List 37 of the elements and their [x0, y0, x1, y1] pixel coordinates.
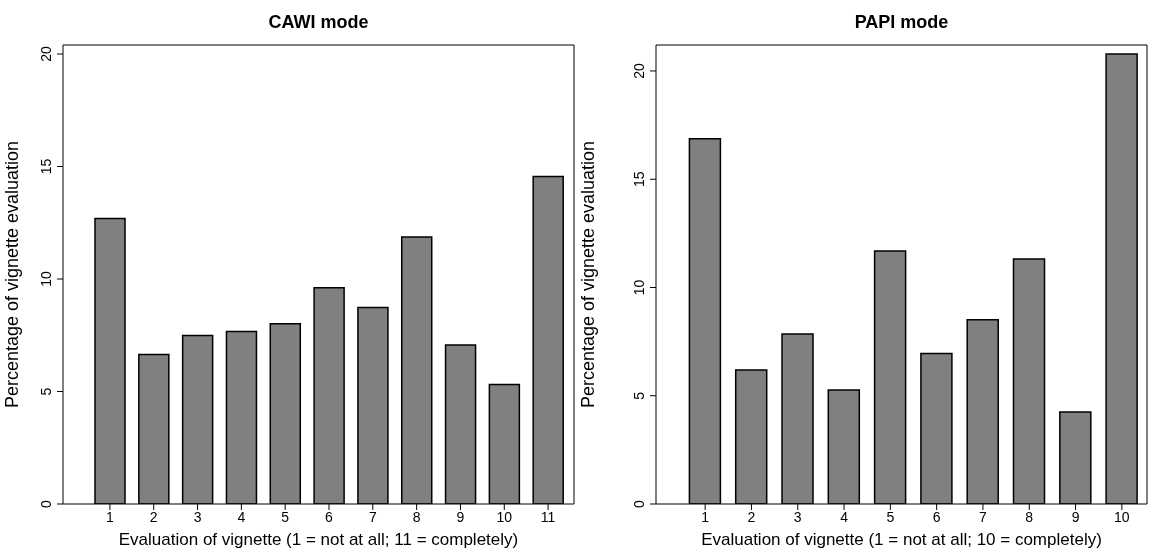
- y-tick-label: 0: [631, 499, 647, 508]
- y-tick-label: 10: [38, 271, 54, 287]
- y-axis-title: Percentage of vignette evaluation: [2, 140, 23, 409]
- x-tick-label: 9: [1071, 508, 1080, 525]
- x-tick-label: 1: [106, 508, 115, 525]
- x-tick-label: 4: [840, 508, 849, 525]
- y-tick-label: 10: [631, 279, 647, 296]
- y-tick-label: 5: [38, 387, 54, 396]
- x-tick-label: 7: [979, 508, 988, 525]
- x-tick-label: 10: [496, 508, 513, 525]
- y-tick-label: 0: [38, 499, 54, 508]
- y-tick-label: 15: [631, 171, 647, 188]
- x-axis-title: Evaluation of vignette (1 = not at all; 10 = completely): [701, 530, 1102, 549]
- x-tick-label: 2: [747, 508, 756, 525]
- x-tick-label: 6: [325, 508, 334, 525]
- x-tick-label: 7: [368, 508, 377, 525]
- y-tick-label: 15: [38, 158, 54, 175]
- x-tick-label: 2: [149, 508, 158, 525]
- x-tick-label: 10: [1114, 508, 1130, 525]
- x-tick-label: 8: [412, 508, 421, 525]
- x-tick-label: 4: [237, 508, 246, 525]
- x-tick-label: 5: [886, 508, 895, 525]
- x-tick-label: 11: [540, 508, 556, 525]
- x-tick-label: 3: [193, 508, 202, 525]
- y-tick-label: 5: [631, 391, 647, 400]
- x-tick-label: 9: [456, 508, 465, 525]
- x-tick-label: 6: [932, 508, 941, 525]
- x-tick-label: 3: [793, 508, 802, 525]
- x-axis-title: Evaluation of vignette (1 = not at all; 11 = completely): [118, 530, 519, 549]
- x-tick-label: 8: [1025, 508, 1034, 525]
- y-tick-label: 20: [631, 62, 647, 79]
- chart-title: PAPI mode: [853, 12, 950, 33]
- y-axis-title: Percentage of vignette evaluation: [578, 140, 599, 409]
- y-tick-label: 20: [38, 46, 54, 62]
- chart-title: CAWI mode: [267, 12, 370, 33]
- x-tick-label: 5: [281, 508, 290, 525]
- x-tick-label: 1: [701, 508, 710, 525]
